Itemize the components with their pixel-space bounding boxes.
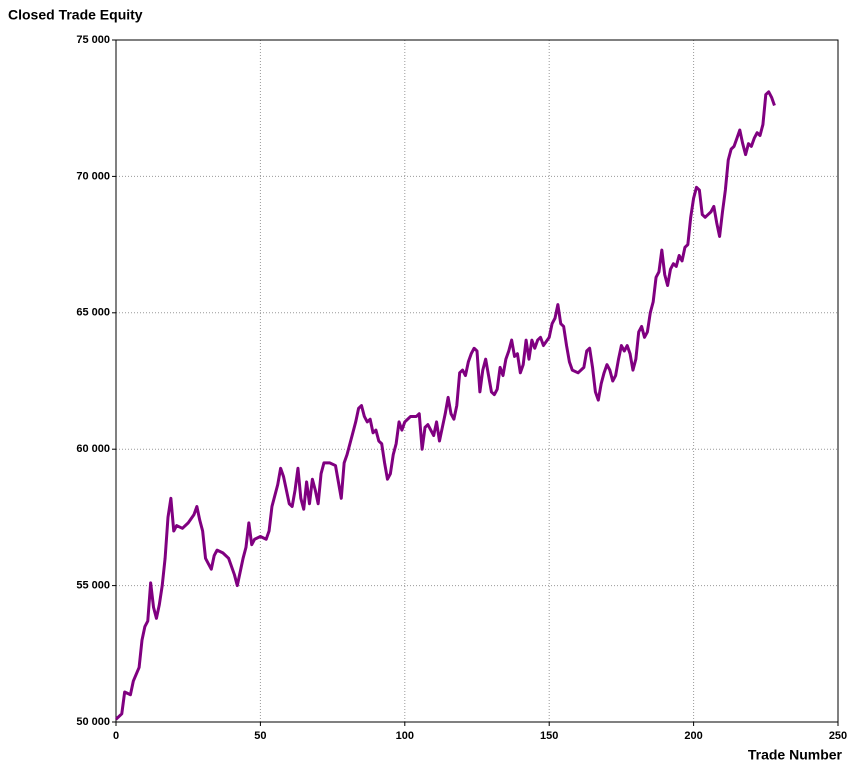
y-tick-label: 55 000 bbox=[76, 580, 110, 592]
chart-title: Closed Trade Equity bbox=[8, 7, 143, 23]
y-tick-label: 50 000 bbox=[76, 716, 110, 728]
x-tick-label: 50 bbox=[254, 730, 266, 742]
x-tick-label: 150 bbox=[540, 730, 558, 742]
y-tick-label: 75 000 bbox=[76, 34, 110, 46]
x-tick-label: 200 bbox=[684, 730, 702, 742]
equity-line bbox=[114, 90, 776, 721]
x-axis-label: Trade Number bbox=[748, 747, 843, 762]
x-tick-label: 100 bbox=[396, 730, 414, 742]
x-tick-label: 250 bbox=[829, 730, 847, 742]
plot-frame bbox=[115, 39, 839, 723]
y-tick-label: 65 000 bbox=[76, 307, 110, 319]
y-tick-label: 70 000 bbox=[76, 170, 110, 182]
y-tick-label: 60 000 bbox=[76, 443, 110, 455]
x-tick-label: 0 bbox=[113, 730, 119, 742]
